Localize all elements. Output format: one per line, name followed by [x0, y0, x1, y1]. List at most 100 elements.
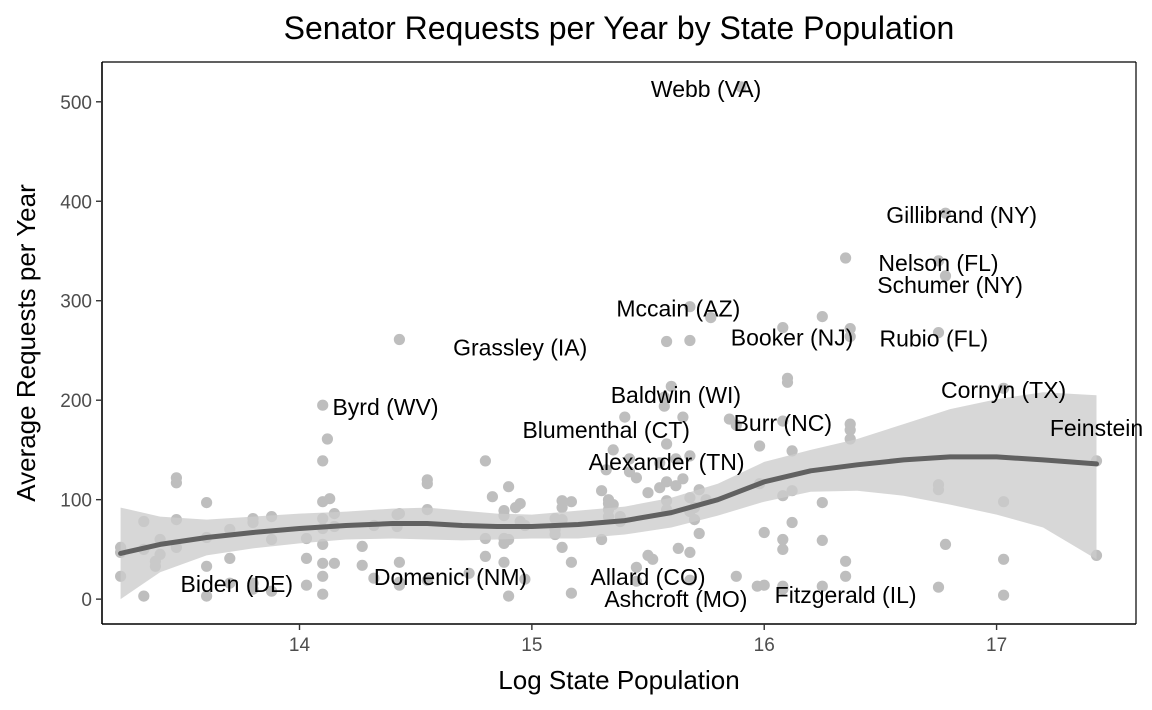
data-point: [647, 553, 659, 565]
data-point: [665, 380, 677, 392]
data-point: [998, 589, 1010, 601]
x-tick-label: 14: [289, 635, 311, 656]
point-label: Allard (CO): [590, 564, 705, 590]
plot-area: Webb (VA) Gillibrand (NY) Nelson (FL)Schum…: [115, 76, 1143, 612]
data-point: [684, 450, 696, 462]
point-label: Webb (VA): [651, 76, 761, 102]
data-point: [393, 579, 405, 591]
data-point: [479, 550, 491, 563]
x-tick-label: 17: [986, 635, 1007, 656]
data-point: [317, 570, 329, 582]
data-point: [224, 552, 236, 565]
data-point: [777, 583, 789, 595]
point-label: Mccain (AZ): [616, 296, 740, 322]
confidence-band: [120, 392, 1097, 600]
data-point: [317, 399, 329, 411]
point-label: Domenici (NM): [374, 564, 527, 590]
data-point: [661, 476, 673, 488]
data-point: [300, 579, 313, 591]
data-point: [677, 411, 689, 423]
data-point: [998, 553, 1010, 565]
data-point: [939, 207, 952, 219]
data-point: [393, 556, 405, 568]
data-point: [777, 322, 789, 334]
point-label: Cornyn (TX): [941, 377, 1066, 403]
data-point: [672, 542, 684, 555]
data-point: [324, 493, 336, 505]
data-point: [670, 480, 682, 492]
y-tick-label: 300: [60, 292, 92, 313]
data-point: [705, 312, 717, 324]
data-point: [503, 481, 515, 493]
data-point: [939, 270, 952, 282]
data-point: [840, 555, 852, 567]
data-point: [300, 552, 313, 565]
data-point: [693, 527, 705, 540]
data-point: [266, 585, 278, 597]
y-tick-label: 200: [60, 391, 92, 412]
data-point: [781, 376, 794, 388]
data-point: [840, 252, 852, 264]
data-point: [565, 587, 578, 599]
data-point: [754, 440, 766, 452]
data-point: [684, 334, 696, 347]
data-point: [630, 472, 643, 484]
y-tick-label: 0: [81, 590, 92, 611]
data-point: [630, 575, 643, 587]
data-point: [479, 455, 491, 467]
y-axis-ticks: 0 100 200 300 400 500: [60, 93, 102, 611]
data-point: [607, 444, 619, 456]
data-point: [556, 502, 568, 514]
data-point: [932, 327, 945, 339]
data-point: [844, 330, 856, 343]
data-point: [816, 311, 828, 323]
data-point: [317, 557, 329, 569]
data-point: [661, 438, 673, 450]
point-label: Booker (NJ): [731, 325, 854, 351]
x-tick-label: 15: [521, 635, 542, 656]
y-tick-label: 400: [60, 192, 92, 213]
data-point: [932, 581, 945, 593]
data-point: [224, 577, 236, 589]
data-point: [758, 526, 770, 539]
data-point: [658, 400, 670, 412]
data-point: [356, 540, 368, 553]
data-point: [393, 333, 405, 346]
data-point: [654, 457, 666, 469]
data-point: [170, 477, 182, 489]
data-point: [844, 424, 856, 436]
data-point: [661, 335, 673, 348]
data-point: [247, 583, 259, 595]
data-point: [317, 455, 329, 467]
data-point: [519, 573, 531, 585]
data-point: [735, 81, 747, 93]
data-point: [670, 453, 682, 465]
data-point: [816, 580, 828, 592]
data-point: [356, 559, 368, 571]
data-point: [684, 574, 696, 586]
y-tick-label: 500: [60, 93, 92, 114]
point-label: Baldwin (WI): [611, 382, 741, 408]
data-point: [777, 533, 789, 546]
x-axis-ticks: 14 15 16 17: [289, 624, 1007, 656]
point-label: Rubio (FL): [879, 326, 988, 352]
data-point: [630, 561, 643, 573]
point-label: Blumenthal (CT): [522, 417, 689, 443]
y-axis-title: Average Requests per Year: [11, 184, 41, 502]
smooth-trend-line: [118, 454, 1099, 556]
data-point: [600, 464, 612, 476]
data-point: [677, 473, 689, 485]
data-point: [596, 485, 608, 497]
point-label: Biden (DE): [181, 571, 293, 597]
data-point: [939, 538, 952, 551]
data-point: [556, 541, 568, 554]
data-point: [777, 543, 789, 556]
data-point: [514, 498, 526, 510]
data-point: [503, 590, 515, 602]
data-point: [328, 557, 340, 569]
data-point: [786, 516, 798, 529]
point-label: Schumer (NY): [877, 272, 1023, 298]
data-point: [658, 391, 670, 403]
data-point: [421, 574, 433, 586]
data-point: [684, 546, 696, 559]
